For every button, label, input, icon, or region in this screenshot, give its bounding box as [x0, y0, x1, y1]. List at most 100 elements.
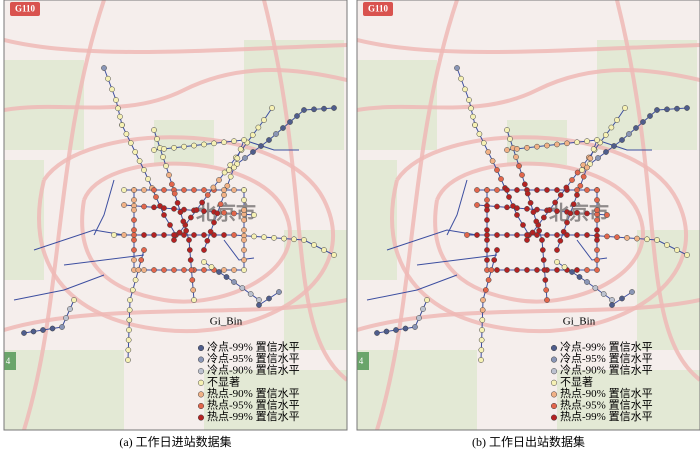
station [201, 187, 207, 193]
station [374, 330, 380, 336]
station [574, 169, 581, 176]
station [181, 143, 187, 150]
station [211, 232, 217, 238]
station [539, 247, 546, 253]
station [674, 105, 680, 112]
station [167, 222, 173, 228]
station [564, 219, 570, 226]
station [594, 247, 600, 253]
station [524, 267, 530, 273]
station [193, 207, 200, 213]
road [37, 135, 335, 334]
metro-line [243, 139, 299, 151]
station [221, 267, 227, 273]
metro-line [596, 139, 652, 151]
station [654, 107, 660, 113]
station [280, 125, 286, 131]
station [141, 187, 147, 193]
station [484, 237, 490, 243]
station [574, 232, 580, 238]
station [125, 347, 132, 353]
station [494, 267, 500, 273]
station [188, 267, 195, 273]
station [544, 232, 550, 238]
legend-label: 不显著 [207, 374, 240, 388]
station [524, 232, 530, 238]
legend-swatch [197, 414, 205, 421]
legend-label: 冷点-99% 置信水平 [560, 341, 653, 354]
station [594, 217, 600, 223]
metro-line [416, 254, 498, 266]
road [357, 38, 700, 54]
station [151, 267, 157, 273]
station [241, 187, 247, 193]
station [217, 201, 224, 208]
station [201, 267, 207, 273]
station [629, 289, 635, 295]
station [127, 140, 134, 146]
legend-swatch [197, 368, 205, 375]
station [594, 207, 600, 213]
station [321, 105, 327, 112]
station [231, 187, 237, 193]
station [574, 209, 580, 216]
station [171, 205, 177, 212]
station [560, 228, 567, 235]
station [131, 257, 137, 263]
station [604, 233, 610, 240]
station [247, 291, 254, 297]
station [210, 184, 217, 191]
exit-sign-text: 4 [6, 356, 11, 366]
station [614, 234, 620, 240]
station [231, 138, 237, 144]
legend-label: 热点-90% 置信水平 [207, 387, 300, 400]
road [4, 298, 347, 332]
station [602, 132, 609, 138]
station [123, 131, 130, 137]
station [226, 167, 232, 173]
station [577, 182, 584, 189]
station [201, 208, 207, 215]
station [557, 237, 564, 244]
legend-swatch [197, 391, 205, 398]
station [207, 228, 214, 235]
station [113, 97, 119, 103]
station [204, 237, 211, 244]
station [131, 207, 137, 213]
station [592, 285, 599, 291]
metro-line [446, 179, 468, 236]
station [554, 259, 560, 265]
station [644, 236, 650, 243]
green-area [204, 370, 347, 430]
station [141, 247, 147, 253]
station [554, 267, 560, 273]
station [504, 204, 510, 211]
station [594, 237, 600, 243]
station [171, 232, 177, 238]
station [614, 117, 620, 123]
station [546, 207, 553, 213]
station [619, 137, 625, 143]
station [474, 202, 480, 208]
station [584, 187, 590, 193]
station [199, 199, 205, 206]
station [201, 247, 207, 253]
station [221, 169, 228, 176]
station [424, 297, 430, 303]
station [141, 232, 147, 238]
green-area [597, 40, 697, 150]
panel-frame [356, 0, 700, 431]
station [484, 217, 490, 223]
station [684, 252, 690, 258]
station [494, 232, 500, 238]
station [524, 144, 530, 151]
station [311, 106, 317, 113]
station [584, 210, 590, 217]
station [478, 347, 485, 353]
station [464, 232, 470, 238]
station [533, 218, 540, 225]
station [249, 132, 256, 138]
station [126, 327, 132, 333]
station [135, 267, 142, 273]
